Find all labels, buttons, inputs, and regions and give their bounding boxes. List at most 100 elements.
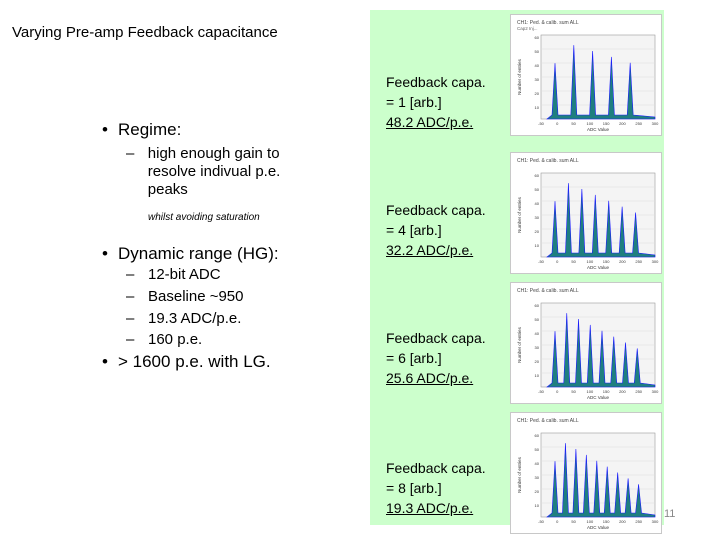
y-tick-label: 10 <box>535 373 540 378</box>
bullet-dynamic: • Dynamic range (HG): <box>92 244 279 264</box>
histogram-svg: CH1: Ped. & calib. sum ALL 60 50 40 30 20 10 -5… <box>517 418 659 530</box>
x-tick-label: 250 <box>635 519 642 524</box>
caption-value: 19.3 ADC/p.e. <box>386 500 474 516</box>
caption-line: = 8 [arb.] <box>386 480 442 496</box>
dynamic-item: – Baseline ~950 <box>126 288 244 305</box>
x-tick-label: 300 <box>652 121 659 126</box>
x-tick-label: 150 <box>603 389 610 394</box>
caption-line: Feedback capa. <box>386 330 486 346</box>
y-tick-label: 10 <box>535 105 540 110</box>
histogram-svg: CH1: Ped. & calib. sum ALL 60 50 40 30 20 10 -5… <box>517 158 659 270</box>
x-tick-label: 100 <box>587 121 594 126</box>
hist-subtitle: Cap2 Inj... <box>517 26 538 31</box>
x-tick-label: -50 <box>538 519 545 524</box>
x-axis-label: ADC Value <box>587 395 609 400</box>
y-tick-label: 50 <box>535 49 540 54</box>
regime-sub-text: high enough gain to resolve indivual p.e… <box>147 145 281 198</box>
x-tick-label: 300 <box>652 519 659 524</box>
histogram-peaks <box>546 183 656 258</box>
caption-line: = 6 [arb.] <box>386 350 442 366</box>
dynamic-item: – 160 p.e. <box>126 331 202 348</box>
page-number: 11 <box>664 508 676 520</box>
caption-value: 48.2 ADC/p.e. <box>386 114 474 130</box>
y-tick-label: 30 <box>535 475 540 480</box>
y-tick-label: 20 <box>535 359 540 364</box>
y-tick-label: 30 <box>535 345 540 350</box>
bullet-regime-sub: – high enough gain to resolve indivual p… <box>126 145 306 199</box>
x-tick-label: 150 <box>603 519 610 524</box>
x-axis-label: ADC Value <box>587 525 609 530</box>
y-tick-label: 20 <box>535 489 540 494</box>
histogram-peaks <box>546 45 656 120</box>
dash: – <box>126 266 135 283</box>
hist-title: CH1: Ped. & calib. sum ALL <box>517 288 579 294</box>
x-tick-label: 0 <box>556 389 559 394</box>
x-tick-label: 50 <box>571 389 576 394</box>
hist-title: CH1: Ped. & calib. sum ALL <box>517 20 579 26</box>
x-tick-label: 0 <box>556 121 559 126</box>
dynamic-item-text: 12-bit ADC <box>148 266 221 283</box>
histogram-1: CH1: Ped. & calib. sum ALL Cap2 Inj... 60 5… <box>510 14 662 136</box>
capa-caption-3: Feedback capa. = 6 [arb.] 25.6 ADC/p.e. <box>386 328 486 388</box>
y-tick-label: 10 <box>535 243 540 248</box>
caption-line: = 1 [arb.] <box>386 94 442 110</box>
y-tick-label: 20 <box>535 229 540 234</box>
caption-line: Feedback capa. <box>386 202 486 218</box>
y-tick-label: 60 <box>535 303 540 308</box>
y-tick-label: 30 <box>535 215 540 220</box>
dash: – <box>126 310 135 327</box>
y-tick-label: 50 <box>535 317 540 322</box>
dynamic-item-text: 19.3 ADC/p.e. <box>148 310 242 327</box>
left-bullets: • Regime: – high enough gain to resolve … <box>92 120 306 372</box>
x-tick-label: 250 <box>635 259 642 264</box>
x-tick-label: -50 <box>538 121 545 126</box>
dynamic-item-text: Baseline ~950 <box>148 288 244 305</box>
y-tick-label: 40 <box>535 201 540 206</box>
caption-value: 25.6 ADC/p.e. <box>386 370 474 386</box>
y-axis-label: Number of entries <box>517 58 522 95</box>
x-tick-label: 150 <box>603 259 610 264</box>
y-axis-label: Number of entries <box>517 196 522 233</box>
x-tick-label: 200 <box>619 121 626 126</box>
x-tick-label: -50 <box>538 259 545 264</box>
dash: – <box>126 288 135 305</box>
hist-title: CH1: Ped. & calib. sum ALL <box>517 158 579 164</box>
x-tick-label: 100 <box>587 259 594 264</box>
caption-line: Feedback capa. <box>386 460 486 476</box>
dynamic-item: – 12-bit ADC <box>126 266 221 283</box>
y-tick-label: 30 <box>535 77 540 82</box>
lg-label: > 1600 p.e. with LG. <box>118 352 271 371</box>
histogram-peaks <box>546 313 656 388</box>
y-tick-label: 50 <box>535 187 540 192</box>
y-tick-label: 40 <box>535 461 540 466</box>
results-panel: Feedback capa. = 1 [arb.] 48.2 ADC/p.e. … <box>370 10 664 534</box>
x-axis-label: ADC Value <box>587 127 609 132</box>
y-tick-label: 40 <box>535 331 540 336</box>
x-tick-label: 0 <box>556 259 559 264</box>
x-tick-label: 200 <box>619 259 626 264</box>
caption-line: = 4 [arb.] <box>386 222 442 238</box>
capa-caption-1: Feedback capa. = 1 [arb.] 48.2 ADC/p.e. <box>386 72 486 132</box>
bullet-dot: • <box>102 352 108 371</box>
dynamic-label: Dynamic range (HG): <box>118 244 279 263</box>
x-tick-label: 100 <box>587 519 594 524</box>
capa-caption-2: Feedback capa. = 4 [arb.] 32.2 ADC/p.e. <box>386 200 486 260</box>
histogram-peaks <box>546 443 656 518</box>
hist-title: CH1: Ped. & calib. sum ALL <box>517 418 579 424</box>
x-tick-label: 150 <box>603 121 610 126</box>
y-axis-label: Number of entries <box>517 326 522 363</box>
histogram-2: CH1: Ped. & calib. sum ALL 60 50 40 30 20 10 -5… <box>510 152 662 274</box>
x-tick-label: 100 <box>587 389 594 394</box>
x-tick-label: 300 <box>652 389 659 394</box>
y-tick-label: 10 <box>535 503 540 508</box>
bullet-dot: • <box>102 120 108 139</box>
x-tick-label: 50 <box>571 519 576 524</box>
y-tick-label: 40 <box>535 63 540 68</box>
y-tick-label: 20 <box>535 91 540 96</box>
x-tick-label: 200 <box>619 519 626 524</box>
x-tick-label: -50 <box>538 389 545 394</box>
bullet-lg: • > 1600 p.e. with LG. <box>92 352 271 372</box>
histogram-svg: CH1: Ped. & calib. sum ALL 60 50 40 30 20 10 -5… <box>517 288 659 400</box>
histogram-3: CH1: Ped. & calib. sum ALL 60 50 40 30 20 10 -5… <box>510 282 662 404</box>
